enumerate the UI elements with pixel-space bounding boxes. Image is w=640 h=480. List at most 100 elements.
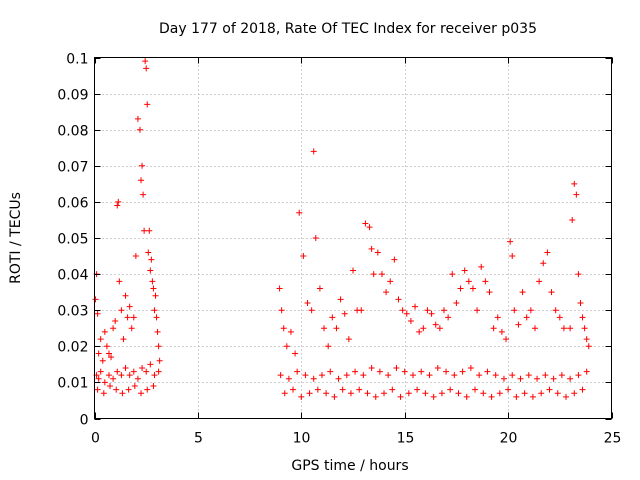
data-point <box>95 350 102 357</box>
data-point <box>544 249 551 256</box>
grid <box>94 57 612 419</box>
data-point <box>523 314 530 321</box>
x-tick-label: 25 <box>604 431 622 447</box>
data-point <box>101 328 108 335</box>
data-point <box>138 390 145 397</box>
data-point <box>486 289 493 296</box>
data-point <box>507 238 514 245</box>
data-point <box>150 285 157 292</box>
data-point <box>114 202 121 209</box>
data-point <box>155 343 162 350</box>
data-point <box>151 372 158 379</box>
data-point <box>465 278 472 285</box>
data-point <box>152 292 159 299</box>
data-point <box>352 368 359 375</box>
data-point <box>496 390 503 397</box>
plot-area <box>94 57 612 419</box>
data-point <box>527 307 534 314</box>
data-point <box>99 357 106 364</box>
data-point <box>422 390 429 397</box>
data-point <box>467 364 474 371</box>
data-point <box>126 372 133 379</box>
data-point <box>560 325 567 332</box>
data-point <box>525 372 532 379</box>
data-point <box>534 375 541 382</box>
data-point <box>140 191 147 198</box>
data-point <box>405 390 412 397</box>
data-point <box>130 314 137 321</box>
data-point <box>134 115 141 122</box>
data-point <box>283 343 290 350</box>
data-point <box>318 372 325 379</box>
data-point <box>575 372 582 379</box>
data-point <box>531 325 538 332</box>
data-point <box>142 58 149 65</box>
data-point <box>451 372 458 379</box>
data-point <box>472 386 479 393</box>
data-point <box>476 372 483 379</box>
data-point <box>143 368 150 375</box>
data-point <box>147 361 154 368</box>
data-point <box>339 386 346 393</box>
data-point <box>403 310 410 317</box>
data-point <box>567 325 574 332</box>
data-point <box>484 368 491 375</box>
data-point <box>556 314 563 321</box>
data-point <box>412 303 419 310</box>
data-point <box>488 393 495 400</box>
data-point <box>579 314 586 321</box>
data-point <box>310 375 317 382</box>
data-point <box>457 285 464 292</box>
data-point <box>130 368 137 375</box>
data-point <box>154 328 161 335</box>
y-tick-label: 0.1 <box>66 52 88 68</box>
data-point <box>285 375 292 382</box>
data-point <box>416 328 423 335</box>
data-point <box>449 271 456 278</box>
data-point <box>101 379 108 386</box>
data-point <box>335 375 342 382</box>
data-point <box>540 260 547 267</box>
data-point <box>345 336 352 343</box>
data-point <box>108 354 115 361</box>
data-point <box>459 368 466 375</box>
x-tick-label: 0 <box>91 431 100 447</box>
data-point <box>151 307 158 314</box>
data-point <box>368 364 375 371</box>
data-point <box>122 364 129 371</box>
data-point <box>146 227 153 234</box>
data-point <box>331 393 338 400</box>
data-point <box>112 318 119 325</box>
data-point <box>447 386 454 393</box>
data-point <box>122 292 129 299</box>
data-point <box>571 390 578 397</box>
data-point <box>378 271 385 278</box>
data-point <box>409 372 416 379</box>
data-point <box>554 390 561 397</box>
data-point <box>290 386 297 393</box>
data-point <box>438 390 445 397</box>
data-point <box>304 299 311 306</box>
data-points <box>92 58 592 400</box>
data-point <box>287 328 294 335</box>
data-point <box>97 336 104 343</box>
data-point <box>503 336 510 343</box>
data-point <box>455 390 462 397</box>
data-point <box>376 368 383 375</box>
data-point <box>558 372 565 379</box>
data-point <box>426 372 433 379</box>
data-point <box>463 393 470 400</box>
data-point <box>150 383 157 390</box>
y-tick-label: 0.04 <box>57 268 88 284</box>
data-point <box>302 372 309 379</box>
data-point <box>519 289 526 296</box>
data-point <box>395 296 402 303</box>
data-point <box>515 321 522 328</box>
data-point <box>542 372 549 379</box>
data-point <box>513 393 520 400</box>
data-point <box>368 245 375 252</box>
data-point <box>115 198 122 205</box>
data-point <box>316 285 323 292</box>
data-point <box>156 357 163 364</box>
data-point <box>509 372 516 379</box>
